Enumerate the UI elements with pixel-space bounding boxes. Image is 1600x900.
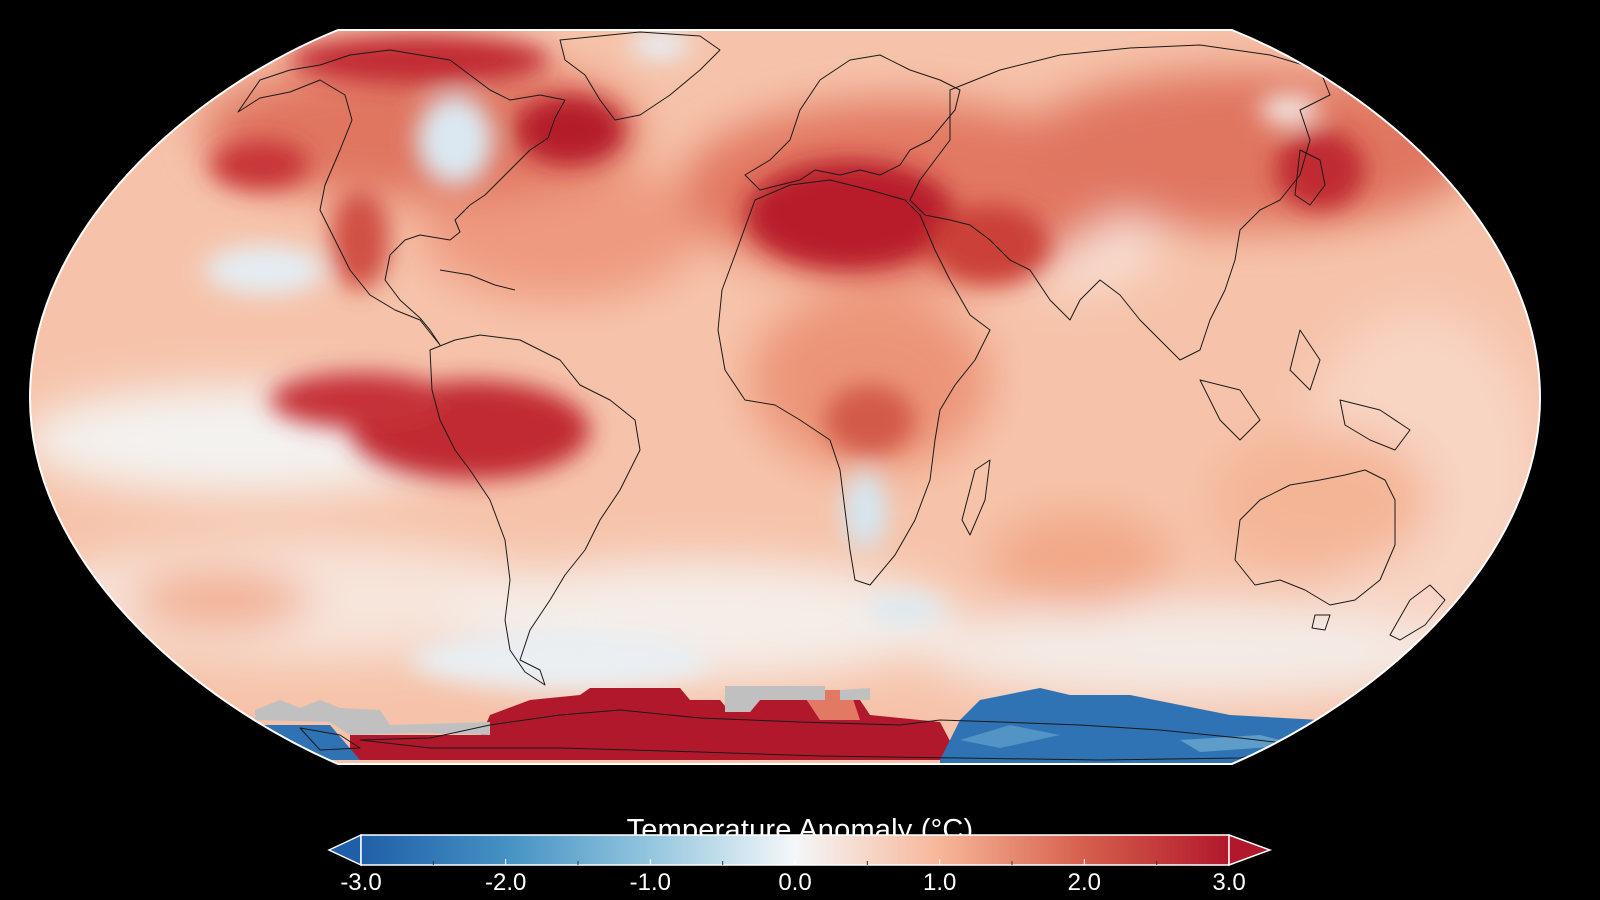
colorbar-tick-label: -2.0 — [485, 869, 526, 896]
map-field — [30, 30, 1540, 764]
antarctica-anomaly — [255, 686, 1320, 764]
colorbar-legend: Temperature Anomaly (°C) -3.0 -2.0 -1.0 0.0… — [0, 790, 1600, 900]
world-map — [28, 29, 1542, 765]
colorbar-tick-label: -1.0 — [630, 869, 671, 896]
colorbar-tick-label: 1.0 — [923, 869, 956, 896]
colorbar-ticks: -3.0 -2.0 -1.0 0.0 1.0 2.0 3.0 — [340, 859, 1246, 896]
coastlines — [237, 31, 1446, 761]
colorbar-tick-label: -3.0 — [340, 869, 381, 896]
colorbar-max-arrow — [1228, 833, 1273, 867]
anomaly-map — [28, 29, 1542, 765]
colorbar-tick-label: 3.0 — [1212, 869, 1245, 896]
map-outline — [28, 29, 1542, 765]
colorbar-min-arrow — [327, 833, 362, 867]
colorbar-tick-label: 2.0 — [1068, 869, 1101, 896]
colorbar-tick-label: 0.0 — [778, 869, 811, 896]
colorbar: -3.0 -2.0 -1.0 0.0 1.0 2.0 3.0 — [327, 833, 1273, 896]
